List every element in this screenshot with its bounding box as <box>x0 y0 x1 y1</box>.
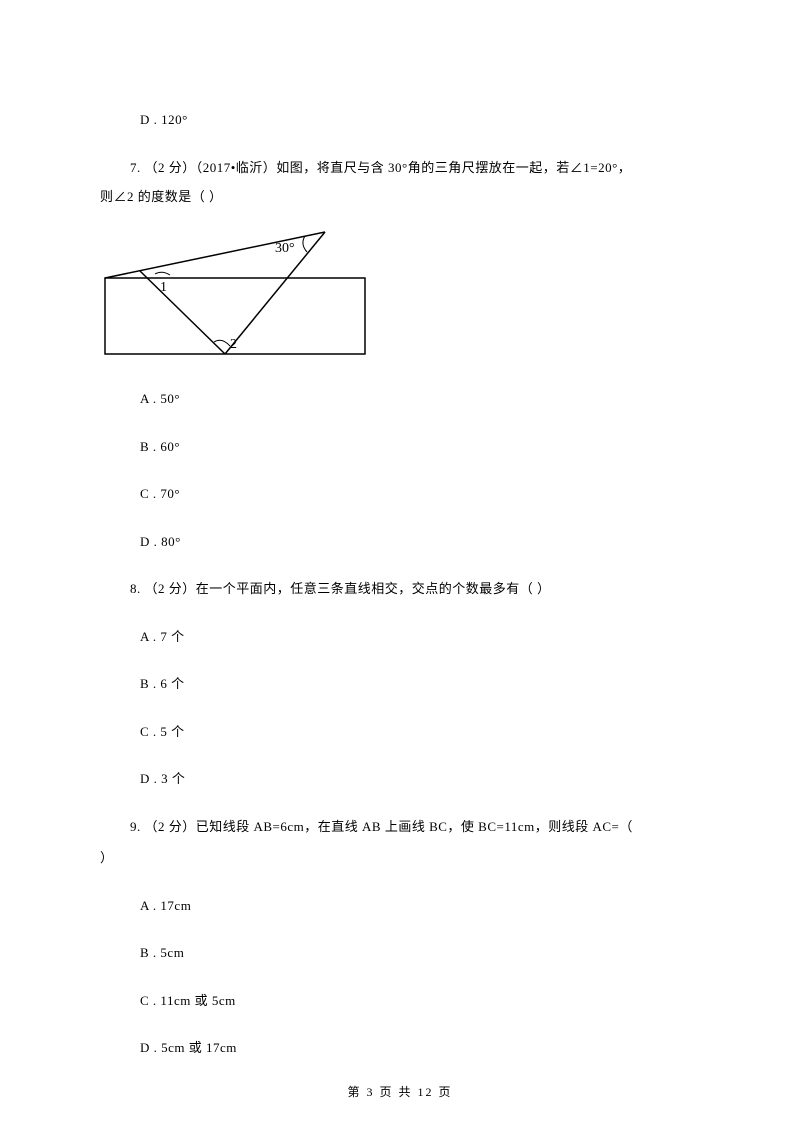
q9-option-d: D . 5cm 或 17cm <box>100 1038 700 1058</box>
q8-option-c: C . 5 个 <box>100 722 700 742</box>
q7-option-b: B . 60° <box>100 437 700 457</box>
page-footer: 第 3 页 共 12 页 <box>0 1083 800 1100</box>
q9-option-b: B . 5cm <box>100 943 700 963</box>
svg-text:2: 2 <box>230 337 237 352</box>
q7-diagram: 30° 1 2 <box>100 222 700 368</box>
q7-option-a: A . 50° <box>100 389 700 409</box>
q9-text-line2: ） <box>100 848 700 868</box>
q8-option-d: D . 3 个 <box>100 769 700 789</box>
q8-option-b: B . 6 个 <box>100 674 700 694</box>
q8-option-a: A . 7 个 <box>100 627 700 647</box>
q7-text-line1: 7. （2 分）（2017•临沂）如图，将直尺与含 30°角的三角尺摆放在一起，… <box>100 158 700 178</box>
q7-option-d: D . 80° <box>100 532 700 552</box>
q7-option-c: C . 70° <box>100 484 700 504</box>
page-content: D . 120° 7. （2 分）（2017•临沂）如图，将直尺与含 30°角的… <box>0 0 800 1126</box>
svg-text:30°: 30° <box>275 241 295 256</box>
q6-option-d: D . 120° <box>100 110 700 130</box>
q9-option-c: C . 11cm 或 5cm <box>100 991 700 1011</box>
q8-text: 8. （2 分）在一个平面内，任意三条直线相交，交点的个数最多有（ ） <box>100 579 700 599</box>
svg-text:1: 1 <box>160 280 167 295</box>
q9-text-line1: 9. （2 分）已知线段 AB=6cm，在直线 AB 上画线 BC，使 BC=1… <box>100 817 700 837</box>
q9-option-a: A . 17cm <box>100 896 700 916</box>
q7-text-line2: 则∠2 的度数是（ ） <box>100 187 700 207</box>
